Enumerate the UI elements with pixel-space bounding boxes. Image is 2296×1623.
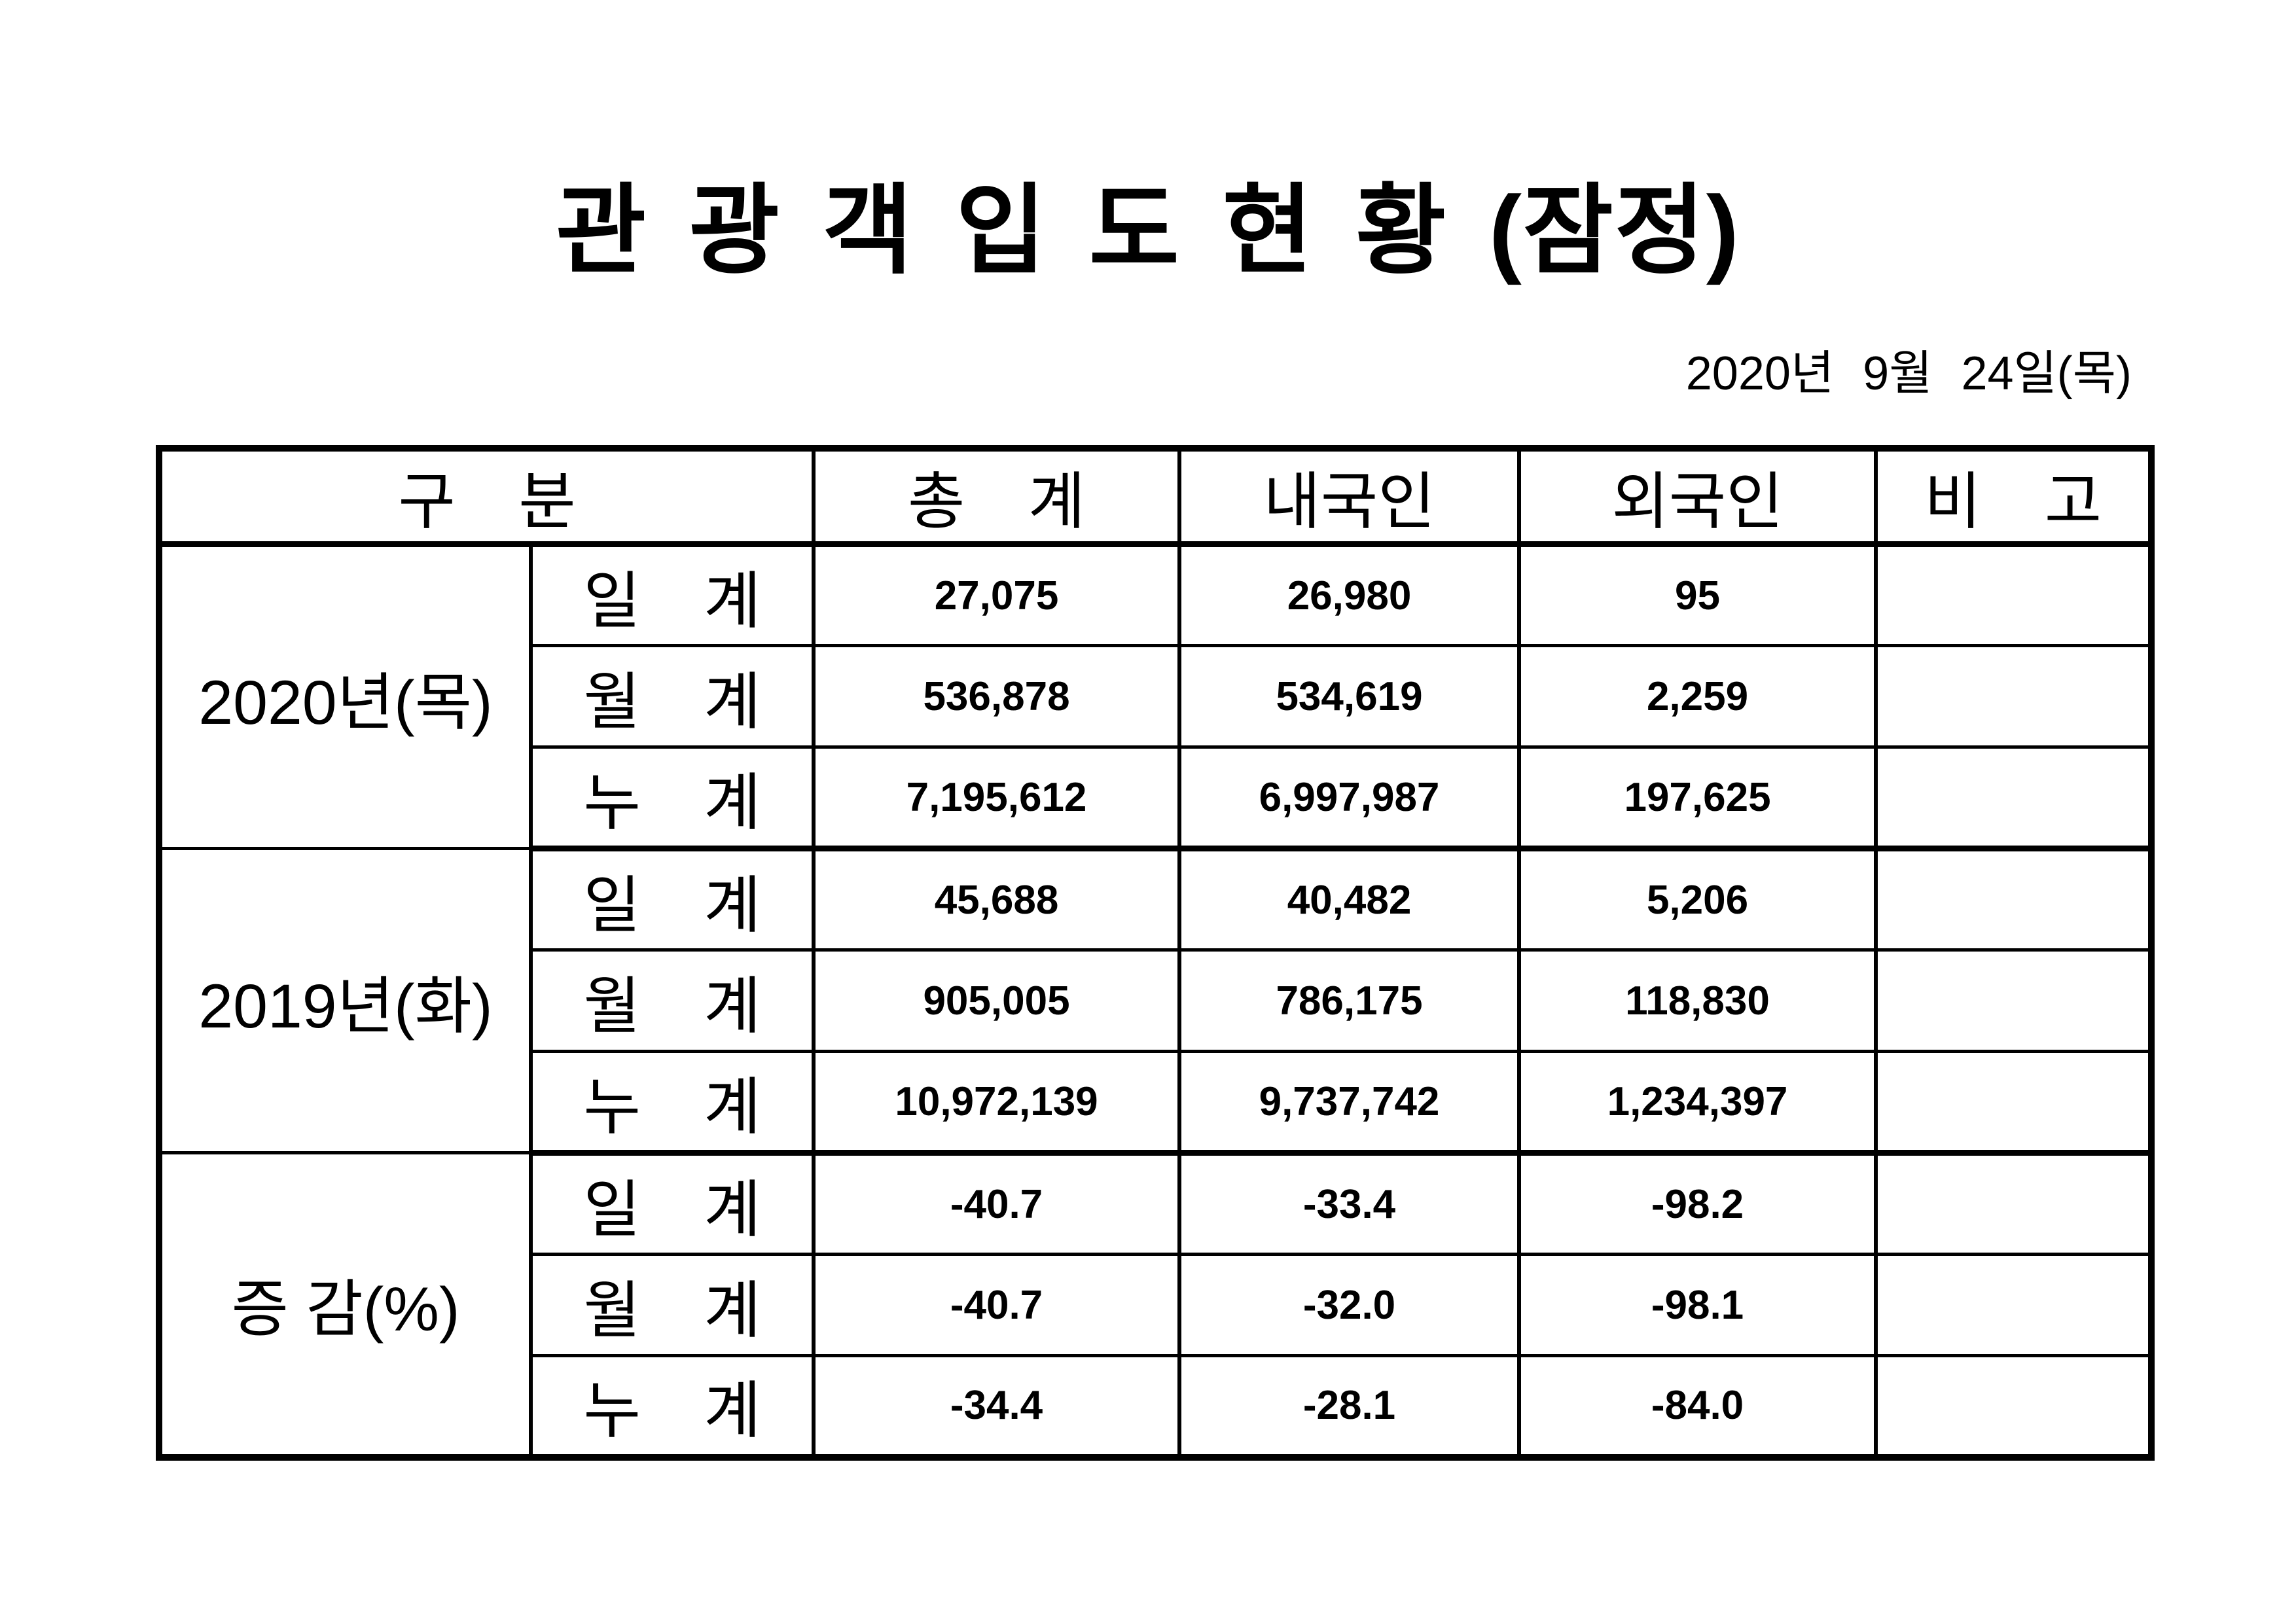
table-row-change-cumulative: 누 계 -34.4 -28.1 -84.0	[159, 1354, 2154, 1459]
table-row-change-daily: 증 감(%) 일 계 -40.7 -33.4 -98.2	[157, 1151, 2154, 1459]
value-change-daily-domestic: -33.4	[1177, 1151, 1522, 1256]
value-change-daily-total: -40.7	[812, 1151, 1182, 1256]
row-label-monthly: 월 계	[528, 948, 816, 1053]
group-change-percent: 증 감(%)	[157, 1151, 533, 1459]
table-row-2020-monthly: 월 계 536,878 534,619 2,259	[159, 644, 2154, 749]
value-change-cumulative-total: -34.4	[812, 1354, 1182, 1459]
value-2020-cumulative-foreign: 197,625	[1517, 745, 1878, 851]
value-change-monthly-total: -40.7	[812, 1253, 1182, 1357]
tourist-arrivals-table: 구 분 총 계 내국인 외국인 비 고 2020년(목) 일 계 27,075 …	[156, 445, 2155, 1461]
value-2020-daily-total: 27,075	[812, 543, 1182, 647]
note-change-cumulative	[1874, 1354, 2154, 1459]
value-change-monthly-foreign: -98.1	[1517, 1253, 1878, 1357]
group-2019: 2019년(화)	[157, 847, 533, 1154]
header-note: 비 고	[1874, 446, 2154, 547]
header-category: 구 분	[156, 446, 816, 547]
note-2020-monthly	[1874, 644, 2154, 749]
value-2020-cumulative-total: 7,195,612	[812, 745, 1182, 851]
value-2020-daily-foreign: 95	[1517, 543, 1878, 647]
group-2020: 2020년(목)	[157, 543, 533, 850]
row-label-daily: 일 계	[528, 847, 816, 952]
value-2019-cumulative-domestic: 9,737,742	[1177, 1050, 1522, 1156]
value-2019-cumulative-foreign: 1,234,397	[1517, 1050, 1878, 1156]
note-change-daily	[1874, 1151, 2154, 1256]
note-2019-monthly	[1874, 948, 2154, 1053]
note-2020-daily	[1874, 543, 2154, 647]
table-row-change-monthly: 월 계 -40.7 -32.0 -98.1	[159, 1253, 2154, 1357]
value-2019-cumulative-total: 10,972,139	[812, 1050, 1182, 1156]
table-row-2019-monthly: 월 계 905,005 786,175 118,830	[159, 948, 2154, 1053]
note-2019-daily	[1874, 847, 2154, 952]
value-2020-monthly-foreign: 2,259	[1517, 644, 1878, 749]
note-2020-cumulative	[1874, 745, 2154, 851]
note-2019-cumulative	[1874, 1050, 2154, 1156]
row-label-monthly: 월 계	[528, 644, 816, 749]
value-2019-monthly-foreign: 118,830	[1517, 948, 1878, 1053]
row-label-cumulative: 누 계	[528, 745, 816, 851]
report-date: 2020년 9월 24일(목)	[1685, 348, 2132, 400]
table-row-2019-daily: 2019년(화) 일 계 45,688 40,482 5,206	[157, 847, 2154, 1154]
header-total: 총 계	[812, 446, 1182, 547]
value-2020-monthly-domestic: 534,619	[1177, 644, 1522, 749]
table-row-2019-cumulative: 누 계 10,972,139 9,737,742 1,234,397	[159, 1050, 2154, 1156]
row-label-cumulative: 누 계	[528, 1354, 816, 1459]
table-header-row: 구 분 총 계 내국인 외국인 비 고	[156, 446, 2154, 547]
value-2020-cumulative-domestic: 6,997,987	[1177, 745, 1522, 851]
value-2019-daily-foreign: 5,206	[1517, 847, 1878, 952]
header-domestic: 내국인	[1177, 446, 1522, 547]
value-change-cumulative-domestic: -28.1	[1177, 1354, 1522, 1459]
value-2019-daily-total: 45,688	[812, 847, 1182, 952]
value-change-monthly-domestic: -32.0	[1177, 1253, 1522, 1357]
value-2019-monthly-total: 905,005	[812, 948, 1182, 1053]
table-row-2020-daily: 2020년(목) 일 계 27,075 26,980 95	[157, 543, 2154, 850]
value-2019-monthly-domestic: 786,175	[1177, 948, 1522, 1053]
value-2020-daily-domestic: 26,980	[1177, 543, 1522, 647]
row-label-monthly: 월 계	[528, 1253, 816, 1357]
value-change-daily-foreign: -98.2	[1517, 1151, 1878, 1256]
row-label-daily: 일 계	[528, 543, 816, 647]
row-label-cumulative: 누 계	[528, 1050, 816, 1156]
page-title: 관 광 객 입 도 현 황 (잠정)	[556, 175, 1740, 285]
row-label-daily: 일 계	[528, 1151, 816, 1256]
value-2019-daily-domestic: 40,482	[1177, 847, 1522, 952]
table-row-2020-cumulative: 누 계 7,195,612 6,997,987 197,625	[159, 745, 2154, 851]
header-foreign: 외국인	[1517, 446, 1878, 547]
value-change-cumulative-foreign: -84.0	[1517, 1354, 1878, 1459]
note-change-monthly	[1874, 1253, 2154, 1357]
value-2020-monthly-total: 536,878	[812, 644, 1182, 749]
